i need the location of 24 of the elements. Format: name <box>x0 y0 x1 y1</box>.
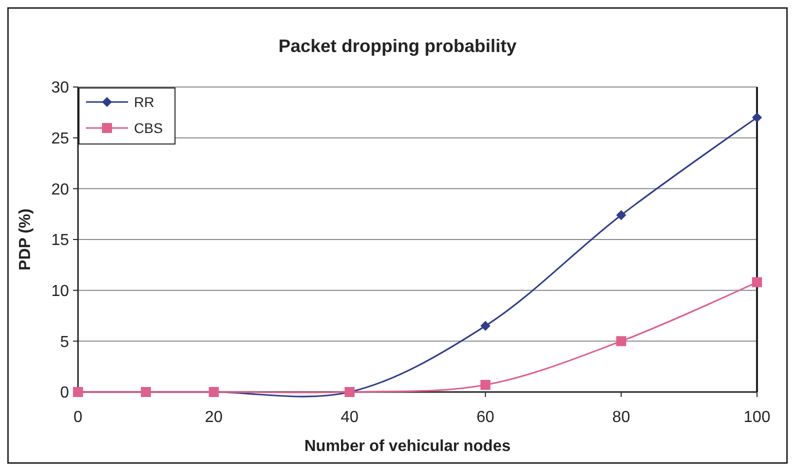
x-axis-title: Number of vehicular nodes <box>304 438 511 455</box>
point <box>616 336 626 346</box>
x-tick-label: 0 <box>74 409 83 426</box>
y-tick-label: 15 <box>51 232 70 250</box>
x-tick-label: 60 <box>476 409 494 426</box>
y-tick-label: 25 <box>51 130 70 148</box>
x-tick-label: 20 <box>204 409 223 426</box>
y-tick-label: 0 <box>60 384 70 402</box>
x-tick-label: 80 <box>612 409 630 426</box>
x-tick-label: 40 <box>340 409 359 426</box>
legend-label: RR <box>134 94 154 110</box>
x-tick-label: 100 <box>744 409 770 426</box>
y-tick-label: 30 <box>51 80 70 97</box>
point <box>752 277 762 288</box>
point <box>480 320 490 331</box>
point <box>480 380 490 390</box>
legend-label: CBS <box>134 120 163 136</box>
point <box>752 112 762 122</box>
y-axis-title: PDP (%) <box>17 208 34 270</box>
y-tick-label: 10 <box>51 282 70 300</box>
y-tick-label: 20 <box>51 181 70 198</box>
y-tick-label: 5 <box>60 334 70 351</box>
chart-title: Packet dropping probability <box>278 36 517 56</box>
point <box>616 210 626 220</box>
